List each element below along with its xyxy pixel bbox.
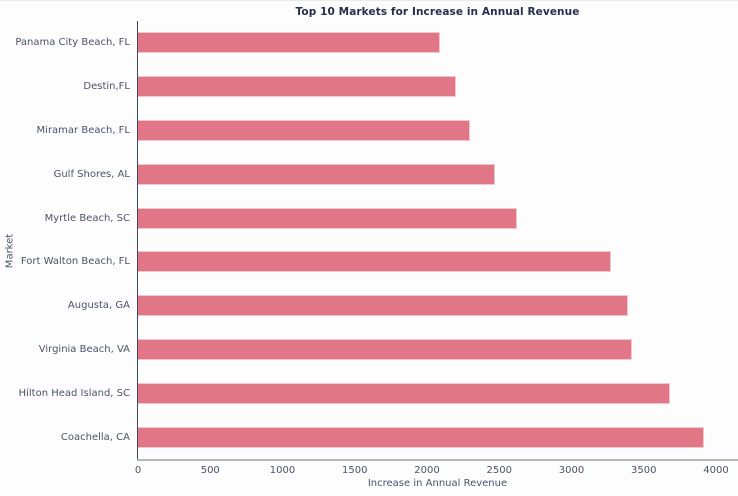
bar-10 xyxy=(138,426,705,448)
x-tick-label: 0 xyxy=(134,465,142,476)
y-tick-label: Miramar Beach, FL xyxy=(36,124,130,136)
x-tick-label: 3000 xyxy=(558,465,585,476)
bar-5 xyxy=(138,207,517,229)
bar-6 xyxy=(138,251,611,273)
x-axis-line xyxy=(136,459,738,461)
y-tick-label: Hilton Head Island, SC xyxy=(18,387,130,399)
bar-7 xyxy=(138,295,628,317)
y-tick-label: Virginia Beach, VA xyxy=(38,343,130,355)
bar-2 xyxy=(138,76,456,98)
y-tick-label: Panama City Beach, FL xyxy=(15,37,130,49)
bar-8 xyxy=(138,339,633,360)
x-tick-label: 2500 xyxy=(486,465,512,476)
bars-container xyxy=(138,21,737,459)
y-tick-label: Coachella, CA xyxy=(60,431,130,443)
y-axis-line xyxy=(136,21,139,459)
y-tick-label: Augusta, GA xyxy=(67,300,130,312)
x-tick-labels: 0 500 1000 1500 2000 2500 3000 3500 4000 xyxy=(134,462,737,478)
bar-4 xyxy=(138,163,495,185)
bar-1 xyxy=(138,32,441,54)
y-tick-labels: Panama City Beach, FL Destin,FL Miramar Be… xyxy=(0,21,131,459)
x-axis-title: Increase in Annual Revenue xyxy=(367,478,508,489)
plot-area xyxy=(138,21,737,459)
y-tick-label: Myrtle Beach, SC xyxy=(44,212,130,224)
y-tick-label: Gulf Shores, AL xyxy=(53,168,130,180)
x-tick-label: 500 xyxy=(200,465,220,476)
x-tick-label: 2000 xyxy=(414,465,440,476)
bar-9 xyxy=(138,382,670,404)
x-tick-label: 3500 xyxy=(631,465,657,476)
bar-3 xyxy=(138,120,471,141)
x-tick-label: 1500 xyxy=(342,465,368,476)
x-tick-label: 1000 xyxy=(269,465,296,476)
chart-title: Top 10 Markets for Increase in Annual Re… xyxy=(295,6,580,18)
x-tick-label: 4000 xyxy=(703,465,729,476)
y-tick-label: Fort Walton Beach, FL xyxy=(20,256,130,268)
y-tick-label: Destin,FL xyxy=(83,81,130,93)
